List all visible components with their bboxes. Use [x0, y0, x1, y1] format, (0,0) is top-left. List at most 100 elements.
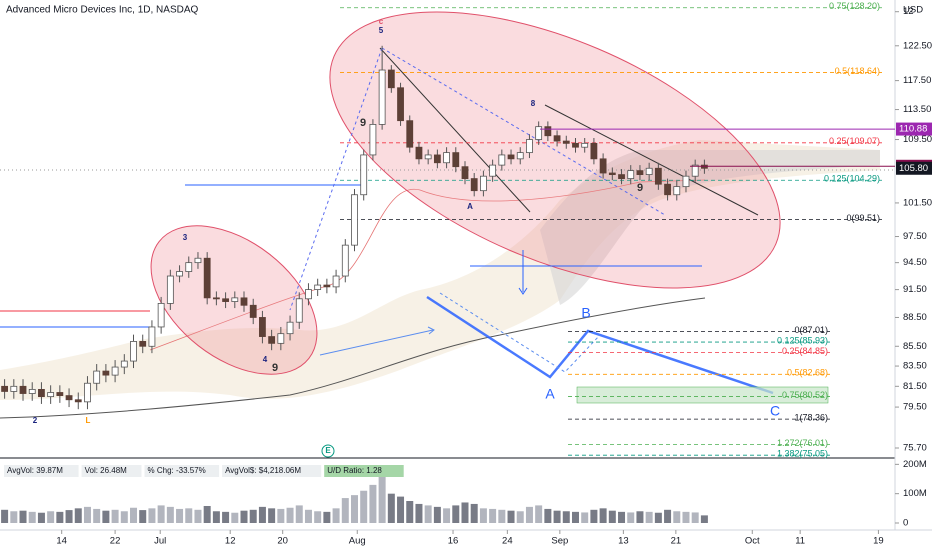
price-tag-label: 105.80 — [899, 163, 928, 174]
candle-body — [259, 317, 266, 337]
dashed-line — [381, 47, 666, 216]
volume-bar — [19, 510, 27, 523]
annotation: E — [325, 446, 331, 455]
volume-bar — [489, 508, 497, 523]
stat-text: AvgVol: 39.87M — [7, 466, 63, 475]
candle-body — [277, 333, 285, 344]
y-tick-label: 12 — [903, 6, 914, 17]
fib-label: 0.5(118.64) — [835, 66, 880, 76]
cloud-grey — [540, 150, 880, 305]
candle-body — [397, 87, 404, 122]
earnings-marker — [321, 444, 335, 458]
target-zone — [576, 386, 829, 404]
volume-bar — [323, 511, 331, 523]
volume-bar — [636, 511, 644, 523]
annotation: 9 — [637, 182, 643, 194]
x-tick-label: 16 — [448, 536, 459, 547]
volume-bar — [682, 511, 690, 523]
volume-bar — [286, 507, 294, 523]
volume-bar — [157, 505, 165, 523]
stat-box — [324, 465, 404, 477]
fib-label: 1.382(75.05) — [777, 449, 828, 459]
volume-bar — [516, 511, 524, 523]
candle-body — [480, 175, 487, 192]
volume-bar — [664, 509, 672, 523]
volume-bar — [424, 505, 432, 523]
fib-label: 0(87.01) — [794, 325, 828, 335]
ma-20 — [149, 179, 706, 351]
candle-body — [332, 275, 340, 288]
volume-bar — [56, 511, 64, 523]
candle-body — [323, 284, 331, 288]
candle-body — [526, 139, 533, 154]
x-tick-label: 22 — [110, 536, 121, 547]
volume-bar — [369, 484, 377, 523]
volume-bar — [65, 510, 73, 523]
candle-body — [378, 69, 386, 125]
candle-body — [608, 172, 616, 176]
volume-bar — [258, 506, 266, 523]
candle-body — [65, 395, 73, 401]
candle-body — [74, 399, 82, 403]
volume-bar — [590, 509, 598, 523]
annotation: 9 — [272, 362, 278, 374]
volume-bar — [295, 505, 303, 523]
candle-body — [286, 321, 294, 335]
stat-box — [4, 465, 79, 477]
candle-body — [203, 257, 211, 299]
x-tick-label: 21 — [671, 536, 682, 547]
volume-bar — [553, 510, 561, 523]
volume-bar — [406, 501, 414, 523]
stat-box — [81, 465, 142, 477]
annotation: L — [86, 416, 91, 425]
candle-body — [84, 382, 91, 403]
y-tick-label: 75.70 — [903, 443, 927, 454]
annotation: 5 — [379, 26, 384, 35]
candle-body — [111, 366, 119, 376]
candle-body — [157, 303, 165, 328]
wave-label: B — [581, 305, 590, 321]
volume-bar — [120, 511, 128, 523]
stat-box — [144, 465, 220, 477]
abc-path-dotted — [439, 292, 601, 373]
volume-bar — [304, 509, 312, 523]
wave-label: C — [770, 403, 780, 419]
volume-bar — [212, 511, 220, 523]
candle-body — [369, 124, 377, 156]
candle-body — [433, 154, 441, 164]
annotation: c — [379, 17, 384, 26]
vol-tick-label: 100M — [903, 488, 927, 499]
y-tick-label: 109.50 — [903, 134, 932, 145]
candle-body — [166, 275, 174, 304]
candle-body — [498, 154, 506, 166]
y-tick-label: 122.50 — [903, 40, 932, 51]
volume-bar — [47, 511, 55, 523]
fib-label: 0.5(82.68) — [787, 368, 828, 378]
arrow — [319, 329, 434, 356]
candle-body — [47, 392, 55, 398]
volume-bar — [378, 474, 386, 523]
x-tick-label: 19 — [873, 536, 884, 547]
candle-body — [553, 135, 561, 142]
fib-label: 0(99.51) — [846, 213, 880, 223]
volume-bar — [240, 510, 248, 523]
volume-bar — [148, 508, 156, 523]
volume-bar — [581, 512, 589, 523]
volume-bar — [691, 512, 699, 523]
volume-bar — [130, 507, 138, 523]
x-tick-label: Oct — [745, 536, 760, 547]
stat-text: AvgVol$: $4,218.06M — [225, 466, 301, 475]
x-tick-label: 11 — [795, 536, 805, 547]
candle-body — [507, 154, 515, 160]
volume-bar — [37, 512, 45, 523]
volume-bar — [599, 508, 607, 523]
candle-body — [664, 183, 671, 196]
fib-label: 0.75(128.20) — [829, 1, 880, 11]
candle-body — [581, 142, 589, 148]
price-tag-label: 110.88 — [899, 124, 927, 135]
x-tick-label: 12 — [225, 536, 236, 547]
candle-body — [139, 341, 147, 347]
volume-bar — [231, 512, 239, 523]
candle-body — [120, 360, 128, 368]
